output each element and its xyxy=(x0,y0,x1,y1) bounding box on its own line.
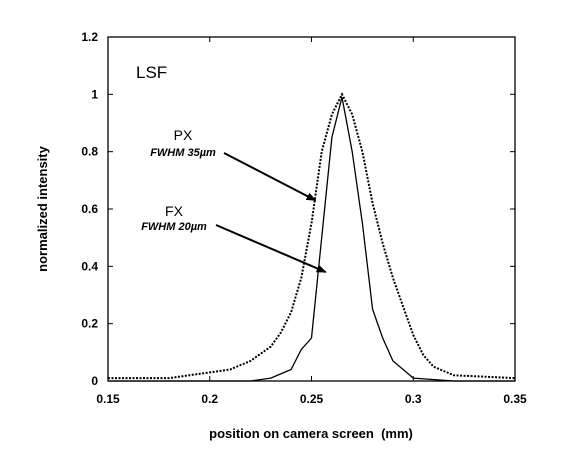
x-axis-label: position on camera screen (mm) xyxy=(209,426,413,441)
series-line-px xyxy=(108,92,516,380)
panel-label: LSF xyxy=(136,63,167,82)
x-tick-label: 0.3 xyxy=(405,392,422,406)
y-tick-label: 0.2 xyxy=(81,317,98,331)
annotation-name-px: PX xyxy=(174,127,193,143)
x-tick-label: 0.2 xyxy=(201,392,218,406)
y-tick-label: 1.2 xyxy=(81,30,98,44)
annotation-arrow-fx xyxy=(215,224,327,273)
annotation-name-fx: FX xyxy=(165,203,184,219)
x-tick-label: 0.25 xyxy=(300,392,324,406)
series-line-fx xyxy=(108,97,515,382)
y-tick-label: 0.8 xyxy=(81,145,98,159)
y-tick-label: 0.6 xyxy=(81,202,98,216)
annotation-fwhm-fx: FWHM 20µm xyxy=(141,221,207,233)
y-axis-label: normalized intensity xyxy=(35,145,50,271)
annotation-arrow-px xyxy=(223,152,317,202)
annotation-layer: PX FWHM 35µm FX FWHM 20µm xyxy=(141,127,327,273)
x-tick-label: 0.35 xyxy=(503,392,527,406)
y-tick-label: 0.4 xyxy=(81,259,98,273)
y-tick-label: 0 xyxy=(91,374,98,388)
y-tick-label: 1 xyxy=(91,87,98,101)
y-axis-ticks: 0 0.2 0.4 0.6 0.8 1 1.2 xyxy=(81,30,515,388)
x-axis-ticks: 0.15 0.2 0.25 0.3 0.35 xyxy=(96,37,527,406)
x-tick-label: 0.15 xyxy=(96,392,120,406)
annotation-fwhm-px: FWHM 35µm xyxy=(150,147,216,159)
series-layer xyxy=(108,92,516,382)
